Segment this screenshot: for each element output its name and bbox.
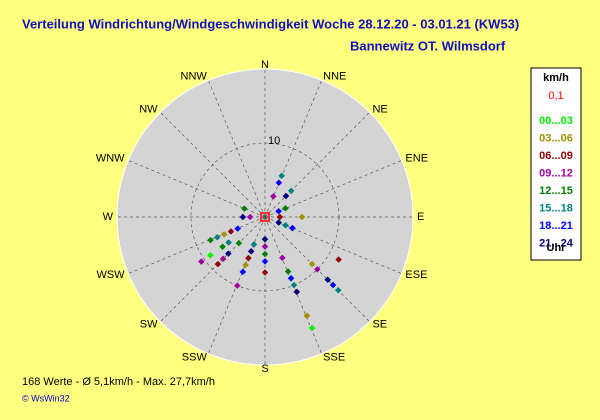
legend-entry: 03...06 [539, 132, 573, 144]
data-point [235, 239, 243, 247]
direction-label: SW [140, 318, 158, 330]
data-point [287, 274, 295, 282]
legend-entry: 12...15 [539, 185, 573, 197]
legend-entry: 15...18 [539, 202, 573, 214]
data-point [261, 250, 269, 258]
data-point [197, 258, 205, 265]
data-point [207, 251, 214, 259]
direction-label: S [261, 363, 268, 375]
data-point [335, 256, 343, 263]
data-point [207, 236, 214, 244]
data-point [233, 282, 241, 289]
data-point [308, 260, 316, 268]
data-point [227, 228, 235, 235]
chart-subtitle: Bannewitz OT. Wilmsdorf [350, 38, 506, 53]
chart-title: Verteilung Windrichtung/Windgeschwindigk… [22, 16, 519, 31]
direction-label: WNW [96, 153, 125, 165]
direction-label: NE [372, 103, 387, 115]
data-point [250, 241, 258, 248]
direction-label: NNE [323, 70, 346, 82]
data-point [225, 250, 232, 257]
calm-marker [260, 212, 270, 222]
legend-entry: 06...09 [539, 150, 573, 162]
direction-label: E [417, 211, 424, 223]
data-point [276, 213, 284, 221]
data-point [308, 324, 316, 332]
data-point [225, 239, 232, 246]
legend-entry: 09...12 [539, 167, 573, 179]
data-point [242, 261, 249, 269]
direction-label: W [103, 211, 114, 223]
data-point [219, 243, 226, 251]
data-point [313, 265, 321, 273]
data-point [324, 276, 332, 284]
legend-box [530, 67, 582, 261]
data-point [261, 235, 269, 243]
data-point [290, 281, 298, 289]
data-point [282, 192, 290, 200]
data-point [275, 219, 283, 226]
spoke [264, 112, 370, 218]
data-point [298, 213, 306, 221]
data-point [261, 269, 269, 276]
data-point [287, 187, 295, 195]
data-point [282, 204, 289, 212]
data-point [261, 258, 269, 265]
direction-label: NW [139, 103, 158, 115]
data-point [245, 254, 252, 262]
data-point [293, 288, 301, 296]
data-point [284, 268, 292, 275]
footer-stats: 168 Werte - Ø 5,1km/h - Max. 27,7km/h [22, 376, 215, 388]
spoke [128, 216, 266, 274]
data-point [234, 225, 242, 232]
credit: © WsWin32 [22, 393, 70, 403]
data-point [241, 205, 248, 213]
data-point [303, 312, 311, 320]
data-point [214, 260, 222, 268]
direction-label: SE [372, 318, 387, 330]
data-point [278, 172, 285, 180]
data-point [289, 224, 296, 232]
data-point [261, 243, 269, 250]
direction-label: N [261, 59, 269, 71]
data-point [213, 233, 221, 241]
legend-entry: 18...21 [539, 220, 573, 232]
direction-label: SSW [182, 351, 208, 363]
data-point [239, 268, 247, 276]
data-point [239, 213, 247, 221]
data-point [329, 281, 337, 289]
legend-entry: 00...03 [539, 115, 573, 127]
grid-circle [190, 142, 340, 292]
data-point [220, 230, 228, 238]
data-point [278, 254, 286, 262]
legend-entry: 21...24 [539, 237, 574, 249]
data-point [219, 255, 227, 263]
data-point [282, 221, 289, 229]
direction-label: ESE [405, 269, 427, 281]
direction-label: SSE [323, 351, 345, 363]
data-point [275, 179, 283, 187]
legend-footer: Uhr [547, 242, 567, 254]
r-tick-label: 10 [268, 135, 280, 147]
direction-label: ENE [405, 153, 428, 165]
data-point [246, 213, 254, 221]
data-point [275, 207, 282, 215]
data-point [247, 247, 255, 255]
legend-calm: 0,1 [548, 90, 563, 102]
direction-label: WSW [96, 269, 125, 281]
data-point [334, 286, 342, 294]
direction-label: NNW [181, 70, 208, 82]
legend-title: km/h [543, 72, 569, 84]
data-point [269, 193, 277, 200]
